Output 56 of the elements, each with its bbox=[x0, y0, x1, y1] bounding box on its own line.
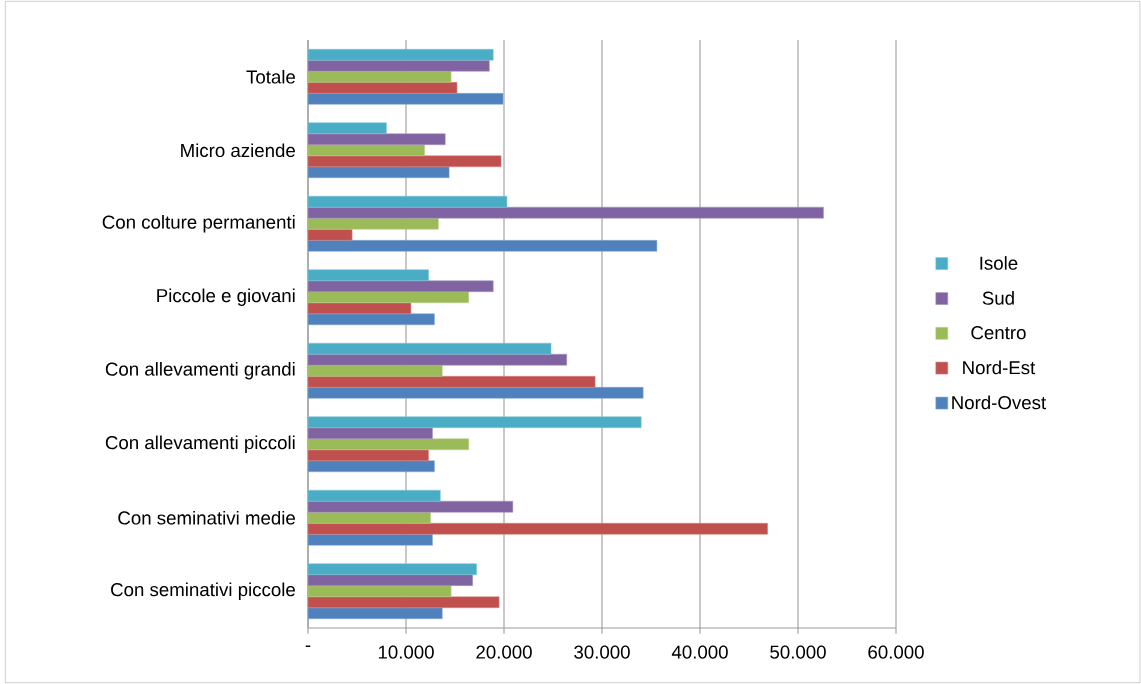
bar bbox=[308, 122, 387, 134]
x-tick-label: 40.000 bbox=[671, 645, 728, 659]
y-tick-label: Con colture permanenti bbox=[102, 215, 295, 233]
bar bbox=[308, 438, 469, 451]
legend-label: Nord-Est bbox=[963, 360, 1036, 375]
bar bbox=[308, 81, 458, 94]
bar bbox=[308, 534, 433, 546]
bar bbox=[308, 353, 567, 366]
bar bbox=[308, 302, 412, 315]
y-tick-label: Con seminativi medie bbox=[118, 510, 295, 525]
bar bbox=[308, 313, 435, 326]
bar bbox=[308, 522, 768, 535]
bar bbox=[308, 291, 469, 304]
y-tick-label: Totale bbox=[246, 69, 296, 84]
legend-label: Sud bbox=[982, 291, 1014, 305]
bar bbox=[308, 155, 502, 168]
y-tick-label: Con seminativi piccole bbox=[111, 582, 295, 600]
bar bbox=[308, 228, 353, 241]
bar bbox=[308, 489, 441, 502]
bar bbox=[308, 607, 443, 620]
y-tick-label: Micro aziende bbox=[181, 143, 295, 158]
x-tick-label: 10.000 bbox=[378, 645, 434, 659]
bar bbox=[308, 500, 514, 513]
bar bbox=[308, 206, 824, 219]
bar bbox=[308, 48, 494, 61]
x-tick-label: 60.000 bbox=[868, 645, 924, 659]
bar bbox=[308, 269, 429, 281]
bar bbox=[308, 280, 494, 292]
bar bbox=[308, 93, 504, 105]
bar bbox=[308, 133, 446, 146]
bar bbox=[308, 596, 500, 609]
legend-label: Centro bbox=[971, 326, 1026, 340]
bar bbox=[308, 460, 435, 473]
bar bbox=[308, 195, 508, 208]
bar bbox=[308, 240, 658, 252]
y-tick-label: Con allevamenti grandi bbox=[105, 362, 295, 380]
x-tick-label: - bbox=[305, 645, 311, 647]
bar bbox=[308, 364, 443, 377]
y-tick-label: Con allevamenti piccoli bbox=[105, 435, 295, 453]
x-tick-label: 30.000 bbox=[574, 645, 630, 659]
bar bbox=[308, 342, 552, 355]
bar bbox=[308, 574, 473, 586]
bar bbox=[308, 427, 433, 439]
bar bbox=[308, 387, 644, 399]
bar bbox=[308, 416, 642, 428]
bar bbox=[308, 449, 429, 462]
bar bbox=[308, 511, 431, 524]
legend-label: Nord-Ovest bbox=[952, 395, 1047, 410]
bar bbox=[308, 375, 596, 388]
y-tick-label: Piccole e giovani bbox=[157, 288, 295, 306]
bar bbox=[308, 563, 477, 575]
x-tick-label: 20.000 bbox=[476, 645, 532, 659]
bar bbox=[308, 217, 439, 230]
x-tick-label: 50.000 bbox=[770, 645, 826, 659]
bar bbox=[308, 59, 490, 72]
legend-label: Isole bbox=[980, 256, 1018, 270]
